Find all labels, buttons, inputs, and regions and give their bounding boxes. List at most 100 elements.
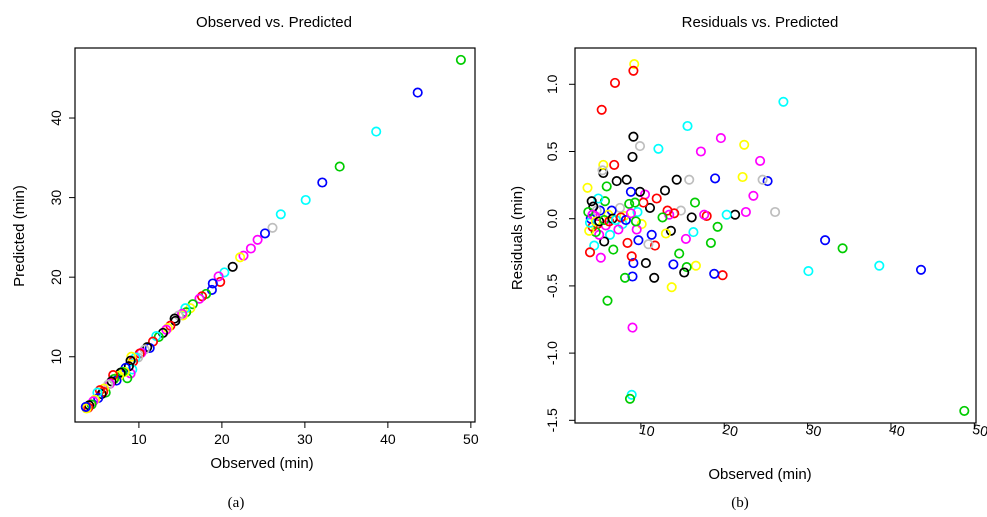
data-point [601, 181, 612, 192]
data-point [699, 209, 710, 220]
data-point [624, 198, 635, 209]
y-tick-label: 20 [48, 269, 64, 285]
data-point [737, 171, 748, 183]
data-point [820, 235, 831, 246]
data-point [915, 264, 927, 275]
x-tick-label: 30 [297, 431, 313, 447]
data-point [715, 133, 726, 144]
chart-title: Residuals vs. Predicted [682, 14, 839, 31]
data-point [640, 258, 651, 269]
data-point [621, 174, 632, 185]
data-point [227, 261, 238, 272]
data-point [259, 228, 271, 239]
data-point [681, 262, 692, 273]
data-point [740, 206, 751, 218]
data-point [609, 159, 620, 170]
x-tick-label: 10 [131, 431, 147, 447]
data-point [665, 225, 676, 236]
x-tick-label: 20 [214, 431, 230, 447]
data-point [633, 235, 644, 246]
data-point [837, 243, 848, 254]
data-point [615, 212, 626, 223]
y-axis-label: Residuals (min) [509, 186, 526, 290]
data-point [596, 104, 607, 115]
data-point [651, 193, 662, 204]
data-point [684, 174, 695, 185]
axis-ticks: 10 20 30 40 50 10 20 30 40 [48, 110, 479, 447]
data-point [584, 247, 596, 258]
data-point [739, 139, 750, 150]
y-tick-label: 40 [48, 110, 64, 126]
data-point [730, 209, 741, 220]
x-tick-label: 20 [721, 421, 740, 440]
data-point [646, 229, 657, 240]
data-point [252, 234, 263, 245]
data-point [604, 229, 616, 240]
data-point [657, 212, 668, 223]
x-tick-label: 50 [463, 431, 479, 447]
data-point [626, 251, 637, 262]
x-tick-label: 30 [804, 421, 823, 440]
data-point [632, 206, 643, 218]
data-point [690, 260, 701, 271]
data-point [679, 267, 690, 278]
panel-caption: (b) [731, 495, 749, 511]
data-point [959, 405, 970, 416]
data-point [614, 202, 626, 213]
data-point [666, 282, 677, 293]
data-point [608, 244, 619, 255]
data-point [762, 176, 773, 187]
data-point [619, 272, 631, 283]
data-point [609, 77, 621, 88]
data-point [275, 209, 286, 220]
panel-observed-vs-predicted: Observed vs. Predicted 10 20 30 40 50 10 20 30 4… [11, 14, 479, 511]
data-point [412, 87, 423, 98]
data-point [689, 197, 701, 208]
panel-caption: (a) [228, 495, 245, 511]
data-point [267, 222, 278, 233]
data-point [686, 212, 697, 223]
data-point [235, 252, 246, 263]
data-point [113, 370, 125, 381]
x-tick-label: 50 [971, 421, 987, 440]
data-point [778, 96, 789, 107]
data-point [598, 159, 609, 170]
data-point [757, 174, 768, 185]
data-point [649, 272, 660, 283]
data-point [653, 143, 664, 154]
plot-frame [574, 47, 977, 424]
data-point [300, 194, 311, 206]
data-point [595, 252, 606, 263]
data-point [636, 219, 647, 230]
data-point [611, 176, 622, 187]
data-point [659, 185, 671, 196]
data-point [705, 237, 716, 248]
data-point [610, 214, 621, 226]
data-point [712, 221, 723, 232]
data-point [196, 291, 208, 302]
x-axis-label: Observed (min) [210, 455, 313, 472]
data-point [634, 141, 646, 152]
y-tick-label: 10 [48, 349, 64, 365]
x-tick-label: 40 [380, 431, 396, 447]
plot-frame [74, 47, 476, 423]
data-point [660, 228, 671, 239]
y-tick-label: 0.5 [544, 142, 560, 162]
data-point [625, 186, 636, 197]
panel-residuals-vs-predicted: Residuals vs. Predicted 10 20 30 40 50 1.0 0.5… [509, 14, 987, 511]
data-point [709, 268, 720, 279]
data-points [582, 59, 970, 416]
data-point [613, 224, 624, 235]
y-tick-label: 1.0 [544, 74, 560, 94]
data-point [108, 370, 119, 381]
data-point [628, 258, 639, 269]
data-point [671, 174, 682, 185]
data-point [674, 248, 685, 259]
data-point [755, 155, 766, 166]
data-point [602, 295, 613, 306]
data-point [710, 173, 721, 184]
data-point [627, 151, 638, 162]
x-tick-label: 10 [638, 421, 657, 440]
y-tick-label: -1.5 [544, 408, 560, 432]
